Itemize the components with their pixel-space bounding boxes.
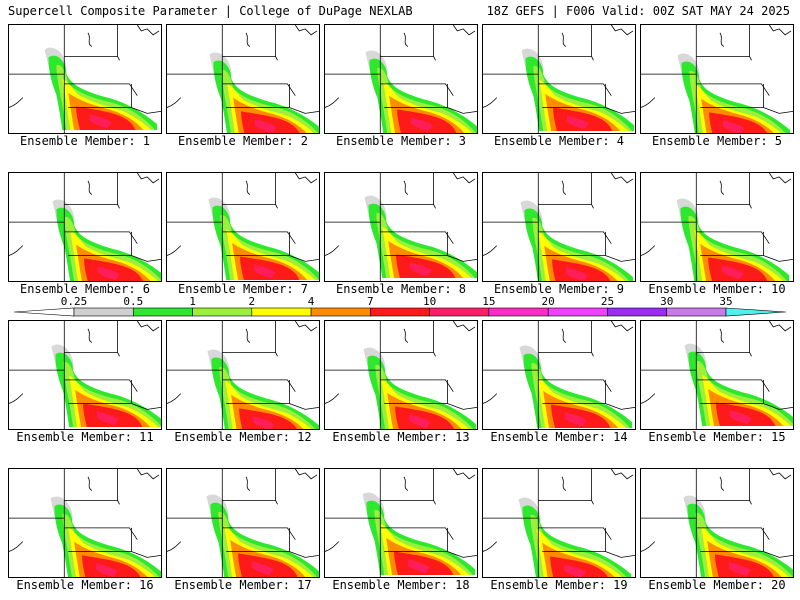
colorbar-tick-label: 20	[542, 296, 555, 308]
ensemble-map-15	[640, 320, 794, 430]
colorbar-tick-label: 15	[482, 296, 495, 308]
ensemble-member-label: Ensemble Member: 20	[648, 578, 786, 592]
ensemble-member-label: Ensemble Member: 8	[335, 282, 467, 296]
ensemble-member-label: Ensemble Member: 16	[16, 578, 154, 592]
ensemble-map-16	[8, 468, 162, 578]
ensemble-member-label: Ensemble Member: 9	[493, 282, 625, 296]
ensemble-map-11	[8, 320, 162, 430]
ensemble-map-20	[640, 468, 794, 578]
ensemble-map-6	[8, 172, 162, 282]
colorbar-tick-label: 4	[308, 296, 315, 308]
ensemble-map-19	[482, 468, 636, 578]
ensemble-member-label: Ensemble Member: 6	[19, 282, 151, 296]
colorbar-segment	[488, 307, 549, 317]
ensemble-member-label: Ensemble Member: 14	[490, 430, 628, 444]
model-run-info: 18Z GEFS | F006 Valid: 00Z SAT MAY 24 20…	[486, 4, 790, 18]
colorbar-left-tip	[13, 307, 75, 317]
colorbar-segment	[666, 307, 727, 317]
colorbar-tick-label: 10	[423, 296, 436, 308]
ensemble-member-label: Ensemble Member: 13	[332, 430, 470, 444]
colorbar-tick-label: 0.5	[123, 296, 143, 308]
colorbar-tick-label: 1	[189, 296, 196, 308]
colorbar-right-tip	[725, 307, 787, 317]
ensemble-map-12	[166, 320, 320, 430]
colorbar-segment	[607, 307, 668, 317]
ensemble-map-9	[482, 172, 636, 282]
ensemble-member-label: Ensemble Member: 4	[493, 134, 625, 148]
colorbar-segment	[73, 307, 134, 317]
colorbar-tick-label: 35	[719, 296, 732, 308]
ensemble-map-3	[324, 24, 478, 134]
ensemble-map-14	[482, 320, 636, 430]
page-title: Supercell Composite Parameter | College …	[8, 4, 413, 18]
colorbar-segment	[310, 307, 371, 317]
ensemble-member-label: Ensemble Member: 11	[16, 430, 154, 444]
ensemble-map-8	[324, 172, 478, 282]
ensemble-map-4	[482, 24, 636, 134]
colorbar-segment	[370, 307, 430, 317]
ensemble-member-label: Ensemble Member: 5	[651, 134, 783, 148]
colorbar-tick-label: 2	[249, 296, 256, 308]
colorbar-segment	[429, 307, 490, 317]
ensemble-map-2	[166, 24, 320, 134]
colorbar-tick-label: 25	[601, 296, 614, 308]
ensemble-map-17	[166, 468, 320, 578]
colorbar-tick-label: 7	[367, 296, 374, 308]
ensemble-member-label: Ensemble Member: 18	[332, 578, 470, 592]
ensemble-member-label: Ensemble Member: 17	[174, 578, 312, 592]
ensemble-map-5	[640, 24, 794, 134]
colorbar-segment	[547, 307, 608, 317]
ensemble-member-label: Ensemble Member: 3	[335, 134, 467, 148]
colorbar-tick-label: 0.25	[61, 296, 88, 308]
ensemble-map-18	[324, 468, 478, 578]
colorbar-segment	[192, 307, 253, 317]
colorbar-segment	[132, 307, 193, 317]
ensemble-member-label: Ensemble Member: 19	[490, 578, 628, 592]
ensemble-member-label: Ensemble Member: 1	[19, 134, 151, 148]
ensemble-member-label: Ensemble Member: 2	[177, 134, 309, 148]
ensemble-member-label: Ensemble Member: 15	[648, 430, 786, 444]
ensemble-member-label: Ensemble Member: 10	[648, 282, 786, 296]
ensemble-map-1	[8, 24, 162, 134]
ensemble-map-7	[166, 172, 320, 282]
colorbar-tick-label: 30	[660, 296, 673, 308]
ensemble-member-label: Ensemble Member: 12	[174, 430, 312, 444]
ensemble-member-label: Ensemble Member: 7	[177, 282, 309, 296]
color-scale-bar: 0.25 0.5 1 2 4 7 10 15 20 25 30 35	[13, 296, 787, 317]
ensemble-map-13	[324, 320, 478, 430]
colorbar-segment	[251, 307, 312, 317]
ensemble-map-10	[640, 172, 794, 282]
